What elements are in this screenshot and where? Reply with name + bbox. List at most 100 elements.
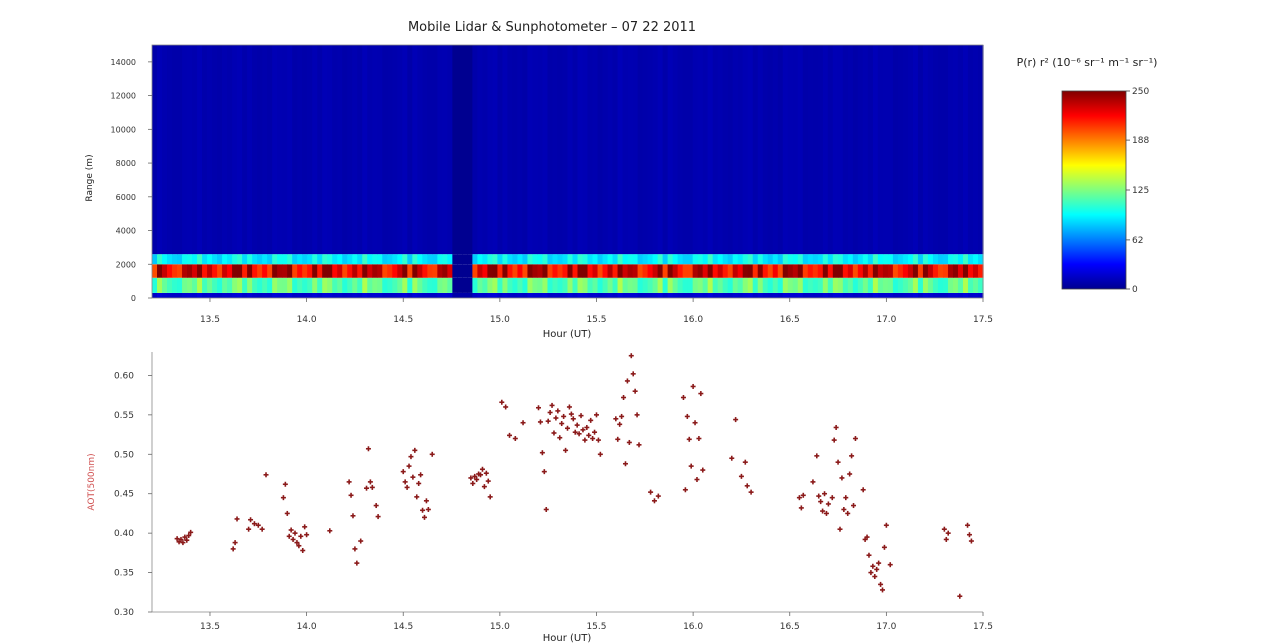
heatmap-cell	[732, 264, 739, 278]
heatmap-cell	[392, 45, 398, 255]
heatmap-cell	[522, 264, 529, 278]
heatmap-cell	[167, 292, 173, 298]
scatter-point	[298, 533, 304, 539]
heatmap-cell	[642, 45, 649, 255]
heatmap-cell	[512, 254, 519, 265]
heatmap-cell	[657, 277, 664, 293]
heatmap-cell	[322, 277, 328, 293]
colorbar-ticks: 250 188 125 62 0	[1126, 87, 1149, 295]
heatmap-cell	[637, 254, 644, 265]
heatmap-cell	[882, 277, 889, 293]
heatmap-cell	[322, 292, 328, 298]
heatmap-cell	[462, 254, 468, 265]
heatmap-cell	[657, 254, 664, 265]
heatmap-cell	[902, 292, 909, 298]
heatmap-cell	[677, 277, 684, 293]
heatmap-cell	[552, 264, 559, 278]
heatmap-cell	[467, 45, 473, 255]
heatmap-cell	[942, 45, 949, 255]
scatter-point	[563, 447, 569, 453]
heatmap-cell	[952, 254, 959, 265]
heatmap-cell	[777, 254, 784, 265]
heatmap-cell	[557, 277, 564, 293]
heatmap-cell	[382, 254, 388, 265]
heatmap-cell	[647, 254, 654, 265]
heatmap-cell	[192, 264, 198, 278]
heatmap-cell	[977, 277, 984, 293]
heatmap-cell	[562, 45, 569, 255]
heatmap-cell	[807, 277, 814, 293]
heatmap-cell	[707, 264, 714, 278]
scatter-y-tick-label: 0.35	[114, 569, 134, 579]
heatmap-cell	[552, 277, 559, 293]
scatter-point	[835, 459, 841, 465]
heatmap-cell	[497, 292, 504, 298]
heatmap-cell	[897, 264, 904, 278]
heatmap-cell	[922, 254, 929, 265]
heatmap-cell	[672, 45, 679, 255]
heatmap-cell	[977, 45, 984, 255]
heatmap-cell	[822, 45, 829, 255]
heatmap-cell	[972, 292, 979, 298]
heatmap-cell	[762, 277, 769, 293]
heatmap-cell	[557, 292, 564, 298]
heatmap-cell	[757, 45, 764, 255]
heatmap-cell	[302, 254, 308, 265]
heatmap-cell	[177, 292, 183, 298]
heatmap-cell	[947, 292, 954, 298]
scatter-point	[536, 405, 542, 411]
scatter-y-tick-label: 0.55	[114, 411, 134, 421]
scatter-point	[874, 566, 880, 572]
heatmap-cell	[187, 277, 193, 293]
scatter-point	[485, 478, 491, 484]
heatmap-cell	[402, 45, 408, 255]
scatter-point	[945, 530, 951, 536]
heatmap-cell	[577, 264, 584, 278]
heatmap-cell	[447, 292, 453, 298]
scatter-point	[837, 526, 843, 532]
scatter-point	[248, 517, 254, 523]
heatmap-cell	[422, 45, 428, 255]
heatmap-cell	[842, 254, 849, 265]
heatmap-cell	[422, 264, 428, 278]
heatmap-cell	[867, 277, 874, 293]
heatmap-cell	[832, 264, 839, 278]
heatmap-cell	[632, 45, 639, 255]
heatmap-cell	[357, 292, 363, 298]
scatter-point	[543, 506, 549, 512]
heatmap-cell	[182, 292, 188, 298]
heatmap-cell	[772, 45, 779, 255]
heatmap-cell	[697, 254, 704, 265]
heatmap-cell	[572, 254, 579, 265]
scatter-point	[246, 526, 252, 532]
heatmap-cell	[637, 264, 644, 278]
heatmap-cell	[487, 45, 494, 255]
heatmap-cell	[442, 292, 448, 298]
heatmap-cell	[297, 254, 303, 265]
heatmap-cell	[532, 292, 539, 298]
scatter-point	[847, 471, 853, 477]
heatmap-cell	[927, 277, 934, 293]
heatmap-cell	[317, 45, 323, 255]
heatmap-cell	[362, 45, 368, 255]
scatter-point	[300, 547, 306, 553]
scatter-point	[648, 489, 654, 495]
heatmap-cell	[742, 277, 749, 293]
heatmap-cell	[757, 264, 764, 278]
heatmap-cell	[727, 264, 734, 278]
heatmap-cell	[332, 277, 338, 293]
heatmap-cell	[202, 264, 208, 278]
heatmap-cell	[737, 254, 744, 265]
heatmap-cell	[282, 292, 288, 298]
heatmap-cell	[277, 277, 283, 293]
heatmap-cell	[887, 45, 894, 255]
heatmap-cell	[417, 292, 423, 298]
scatter-point	[966, 532, 972, 538]
heatmap-cell	[477, 277, 483, 293]
heatmap-cell	[882, 254, 889, 265]
heatmap-cell	[347, 292, 353, 298]
heatmap-cell	[632, 254, 639, 265]
heatmap-cell	[827, 277, 834, 293]
scatter-point	[423, 498, 429, 504]
heatmap-cell	[777, 45, 784, 255]
